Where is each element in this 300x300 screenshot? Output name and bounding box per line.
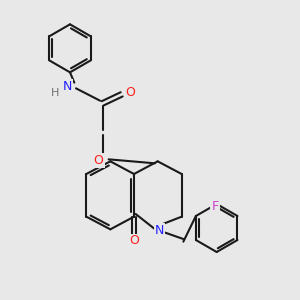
Text: O: O	[94, 154, 103, 166]
Text: H: H	[51, 88, 59, 98]
Text: F: F	[212, 200, 219, 213]
Text: O: O	[129, 235, 139, 248]
Text: O: O	[125, 85, 135, 98]
Text: N: N	[63, 80, 72, 93]
Text: N: N	[155, 224, 164, 237]
